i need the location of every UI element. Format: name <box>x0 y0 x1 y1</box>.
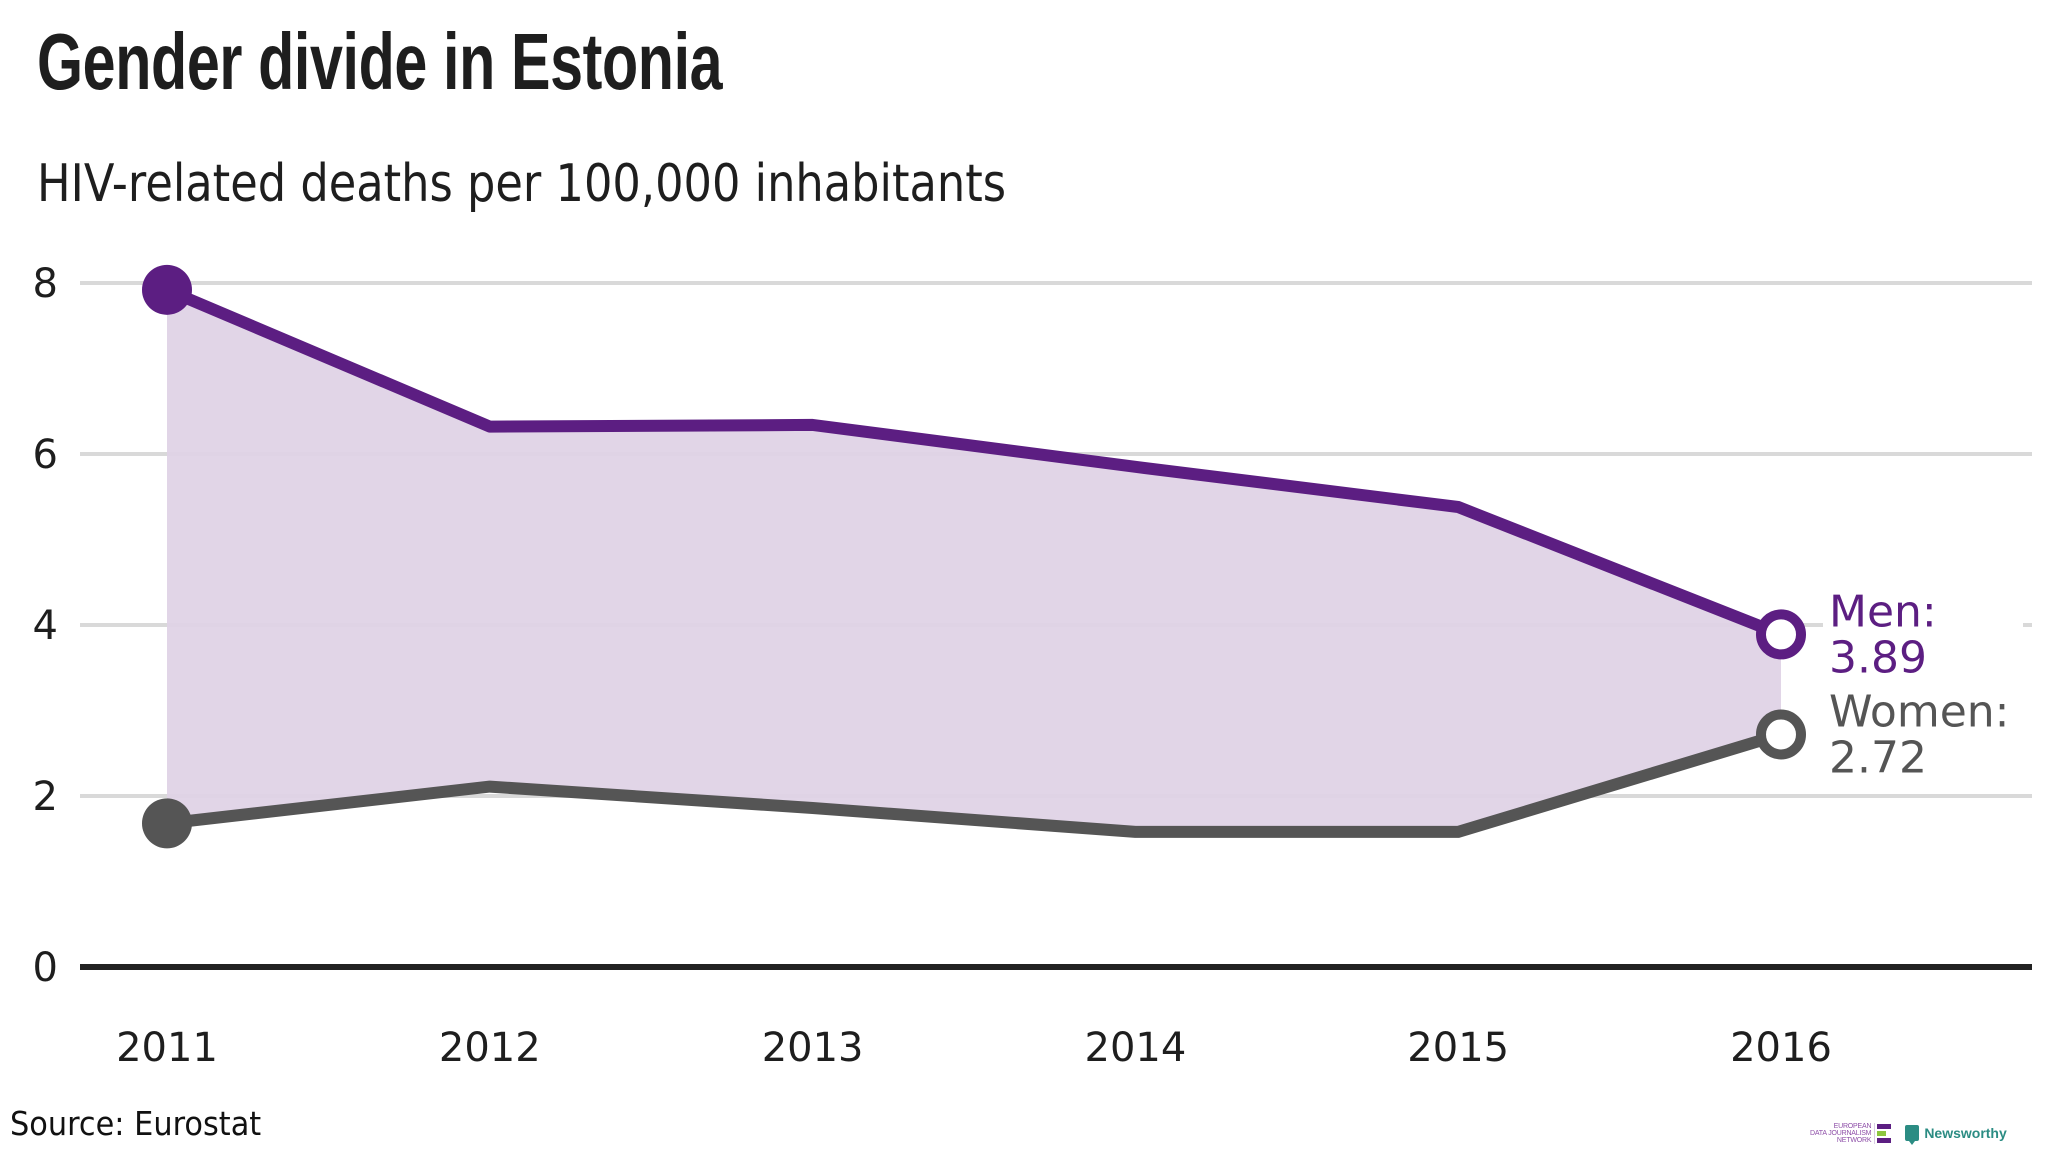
chart-bubble-icon <box>1905 1125 1920 1145</box>
x-tick-label: 2015 <box>1407 1025 1509 1071</box>
end-label-value: 2.72 <box>1829 732 1927 783</box>
edjnet-bars-icon <box>1877 1123 1892 1143</box>
y-axis-labels: 0 2 4 6 8 <box>33 261 58 991</box>
y-tick-label: 2 <box>33 774 58 820</box>
series-points <box>142 264 1806 849</box>
series-line-women <box>166 728 1783 838</box>
end-label-name: Women: <box>1829 686 2010 737</box>
gap-area <box>167 289 1781 832</box>
end-label-name: Men: <box>1829 586 1937 637</box>
area-between-series <box>167 289 1781 832</box>
x-tick-label: 2014 <box>1085 1025 1187 1071</box>
x-tick-label: 2013 <box>762 1025 864 1071</box>
end-label-value: 3.89 <box>1829 632 1927 683</box>
chart-title: Gender divide in Estonia <box>37 17 723 106</box>
edjnet-bar <box>1877 1130 1887 1136</box>
series-lines <box>164 284 1784 838</box>
start-point-men <box>142 264 192 315</box>
edjnet-bar <box>1877 1137 1892 1143</box>
x-tick-label: 2012 <box>439 1025 541 1071</box>
x-axis-labels: 2011 2012 2013 2014 2015 2016 <box>116 1025 1832 1071</box>
end-point-women <box>1756 709 1806 760</box>
y-tick-label: 4 <box>33 603 58 649</box>
chart-subtitle: HIV-related deaths per 100,000 inhabitan… <box>37 154 1007 214</box>
label-background <box>1823 579 2023 636</box>
edjnet-bar <box>1877 1123 1892 1129</box>
newsworthy-logo: Newsworthy <box>1905 1125 2007 1145</box>
edjnet-line-3: NETWORK <box>1836 1136 1872 1144</box>
start-point-women <box>142 798 192 849</box>
x-tick-label: 2016 <box>1730 1025 1832 1071</box>
x-tick-label: 2011 <box>116 1025 218 1071</box>
end-point-men <box>1756 609 1806 660</box>
y-tick-label: 0 <box>33 945 58 991</box>
series-line-men <box>164 284 1784 640</box>
source-note: Source: Eurostat <box>10 1104 262 1143</box>
y-tick-label: 6 <box>33 432 58 478</box>
edjnet-line-2: DATA JOURNALISM <box>1810 1129 1872 1137</box>
publisher-logos: EUROPEAN DATA JOURNALISM NETWORK Newswor… <box>1810 1118 2007 1148</box>
edjnet-logo: EUROPEAN DATA JOURNALISM NETWORK <box>1810 1122 1892 1144</box>
newsworthy-wordmark: Newsworthy <box>1924 1125 2007 1141</box>
edjnet-wordmark: EUROPEAN DATA JOURNALISM NETWORK <box>1810 1122 1876 1144</box>
edjnet-line-1: EUROPEAN <box>1833 1122 1872 1130</box>
y-tick-label: 8 <box>33 261 58 307</box>
